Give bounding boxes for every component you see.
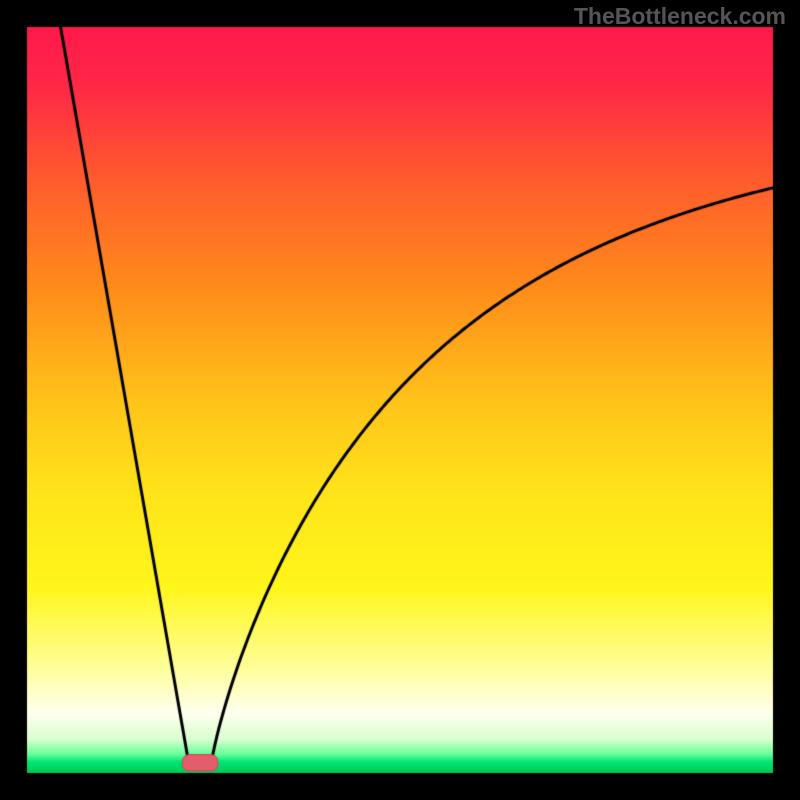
chart-wrapper: TheBottleneck.com — [0, 0, 800, 800]
bottleneck-chart — [0, 0, 800, 800]
watermark-text: TheBottleneck.com — [574, 3, 786, 30]
